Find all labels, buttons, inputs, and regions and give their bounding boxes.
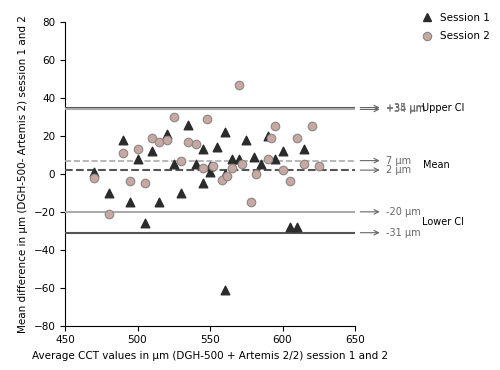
Point xyxy=(264,156,272,162)
Point xyxy=(286,179,294,185)
Point xyxy=(141,220,149,226)
Point xyxy=(119,137,127,143)
Point xyxy=(300,146,308,152)
Point xyxy=(308,124,316,130)
Point xyxy=(155,199,163,205)
Point xyxy=(184,122,192,128)
Point xyxy=(238,161,246,167)
Text: 2 μm: 2 μm xyxy=(386,165,411,175)
X-axis label: Average CCT values in μm (DGH-500 + Artemis 2/2) session 1 and 2: Average CCT values in μm (DGH-500 + Arte… xyxy=(32,351,388,361)
Point xyxy=(184,139,192,145)
Point xyxy=(177,158,185,164)
Point xyxy=(148,148,156,154)
Point xyxy=(293,135,301,141)
Point xyxy=(213,144,221,150)
Point xyxy=(170,114,178,120)
Point xyxy=(264,133,272,139)
Point xyxy=(220,129,228,135)
Point xyxy=(218,176,226,182)
Point xyxy=(235,82,243,88)
Point xyxy=(162,131,170,137)
Point xyxy=(267,135,275,141)
Point xyxy=(271,156,279,162)
Point xyxy=(104,211,112,217)
Point xyxy=(126,179,134,185)
Text: Mean: Mean xyxy=(422,160,449,170)
Point xyxy=(228,165,236,171)
Point xyxy=(134,156,141,162)
Point xyxy=(286,224,294,230)
Text: -20 μm: -20 μm xyxy=(386,207,421,217)
Point xyxy=(220,287,228,293)
Point xyxy=(155,139,163,145)
Point xyxy=(271,124,279,130)
Text: Upper CI: Upper CI xyxy=(422,104,465,114)
Point xyxy=(250,154,258,160)
Point xyxy=(177,190,185,196)
Point xyxy=(192,161,200,167)
Text: -31 μm: -31 μm xyxy=(386,228,420,238)
Point xyxy=(220,171,228,177)
Point xyxy=(199,146,207,152)
Point xyxy=(162,137,170,143)
Point xyxy=(141,181,149,186)
Point xyxy=(278,167,286,173)
Text: +35 μm: +35 μm xyxy=(386,102,425,112)
Point xyxy=(293,224,301,230)
Point xyxy=(199,181,207,186)
Text: 7 μm: 7 μm xyxy=(386,156,411,166)
Point xyxy=(199,165,207,171)
Point xyxy=(104,190,112,196)
Point xyxy=(242,137,250,143)
Point xyxy=(246,199,254,205)
Point xyxy=(203,116,211,122)
Point xyxy=(148,135,156,141)
Point xyxy=(252,171,260,177)
Point xyxy=(90,175,98,181)
Point xyxy=(224,173,232,179)
Point xyxy=(119,150,127,156)
Point xyxy=(170,161,178,167)
Text: +34 μm: +34 μm xyxy=(386,104,425,114)
Point xyxy=(192,141,200,147)
Text: Lower CI: Lower CI xyxy=(422,217,465,227)
Point xyxy=(315,164,323,169)
Y-axis label: Mean difference in μm (DGH-500- Artemis 2) session 1 and 2: Mean difference in μm (DGH-500- Artemis … xyxy=(18,15,28,333)
Point xyxy=(257,161,265,167)
Point xyxy=(206,169,214,175)
Point xyxy=(300,161,308,167)
Point xyxy=(228,156,236,162)
Point xyxy=(134,146,141,152)
Point xyxy=(278,148,286,154)
Point xyxy=(206,164,214,169)
Point xyxy=(235,156,243,162)
Point xyxy=(90,169,98,175)
Point xyxy=(126,199,134,205)
Point xyxy=(209,164,217,169)
Legend: Session 1, Session 2: Session 1, Session 2 xyxy=(412,9,494,46)
